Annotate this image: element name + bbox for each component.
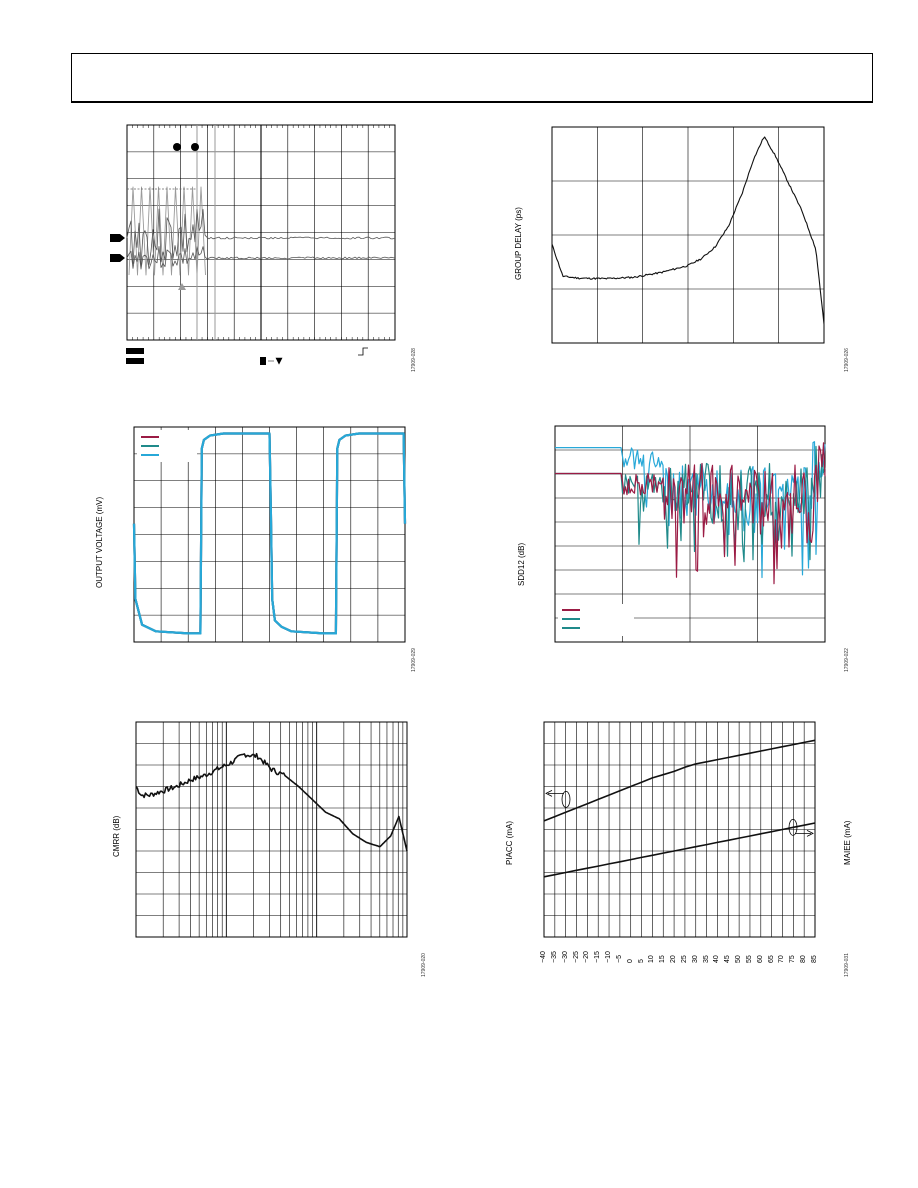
scope-timebase-arrow	[268, 357, 283, 365]
pulse-chart	[132, 426, 407, 643]
sdd12-ylabel: SDD12 (dB)	[517, 542, 526, 586]
supply-xtick-label: 50	[735, 955, 743, 963]
sdd12-chart	[554, 425, 826, 643]
supply-xtick-label: −15	[594, 951, 602, 963]
scope-chart	[110, 124, 396, 365]
supply-xtick-label: 25	[680, 955, 688, 963]
supply-xtick-label: 70	[778, 955, 786, 963]
scope-panel: 17909-028	[110, 120, 420, 380]
scope-input-burst	[128, 186, 206, 276]
cmrr-series-line	[135, 752, 408, 852]
supply-left-ylabel: PIACC (mA)	[505, 821, 514, 865]
supply-xtick-label: 80	[800, 955, 808, 963]
supply-piacc-indicator	[561, 791, 571, 808]
scope-channel-2-trace	[126, 246, 396, 270]
supply-xtick-label: 35	[702, 955, 710, 963]
supply-figure-id: 17909-031	[844, 953, 850, 977]
sdd12-series-3-line	[555, 442, 826, 585]
supply-xtick-label: 65	[767, 955, 775, 963]
group-delay-panel: GROUP DELAY (ps) 17909-026	[505, 120, 865, 380]
supply-xtick-label: 55	[745, 955, 753, 963]
group-delay-chart	[551, 126, 825, 344]
pulse-figure-id: 17909-029	[411, 648, 417, 672]
group-delay-ylabel: GROUP DELAY (ps)	[514, 207, 523, 280]
scope-ch2-ground-marker	[110, 254, 125, 262]
cmrr-panel: CMRR (dB) 17909-020	[100, 715, 430, 985]
supply-piacc-line	[543, 739, 816, 822]
supply-xtick-label: −40	[540, 951, 547, 963]
cmrr-figure-id: 17909-020	[421, 953, 427, 977]
supply-piacc-arrow	[545, 790, 564, 797]
pulse-ylabel: OUTPUT VOLTAGE (mV)	[95, 496, 104, 588]
supply-xtick-label: −30	[561, 951, 569, 963]
supply-xtick-label: 75	[789, 955, 797, 963]
group-delay-figure-id: 17909-026	[844, 348, 850, 372]
supply-panel: PIACC (mA) MAIEE (mA) −40 −35 −30 −25 −20 −15…	[500, 715, 865, 985]
page-header	[71, 53, 873, 103]
supply-xtick-label: 0	[626, 959, 634, 963]
supply-xtick-label: 85	[811, 955, 818, 963]
scope-figure-id: 17909-028	[411, 348, 417, 372]
supply-xtick-label: 60	[756, 955, 764, 963]
scope-timebase-box	[260, 357, 266, 365]
supply-xtick-label: −10	[605, 951, 613, 963]
sdd12-panel: SDD12 (dB) 17909-022	[505, 420, 865, 672]
supply-xtick-label: 10	[648, 955, 656, 963]
supply-xtick-label: −5	[615, 955, 623, 963]
scope-ch2-readout-box	[126, 358, 144, 364]
supply-xtick-label: 5	[637, 959, 645, 963]
scope-cursor-a-marker	[173, 143, 181, 151]
cmrr-chart	[135, 721, 408, 938]
scope-cursor-b-marker	[191, 143, 199, 151]
sdd12-figure-id: 17909-022	[844, 648, 850, 672]
supply-maiee-indicator	[788, 818, 798, 836]
supply-xtick-label: −25	[572, 951, 580, 963]
cmrr-ylabel: CMRR (dB)	[112, 815, 121, 857]
scope-channel-1-trace	[126, 208, 396, 267]
supply-xtick-label: −35	[550, 951, 558, 963]
scope-ch1-readout-box	[126, 348, 144, 354]
supply-xtick-label: −20	[583, 951, 591, 963]
supply-right-ylabel: MAIEE (mA)	[843, 820, 852, 865]
supply-xtick-label: 45	[724, 955, 732, 963]
supply-xtick-label: 40	[713, 955, 721, 963]
supply-xtick-label: 15	[659, 955, 667, 963]
scope-ch1-ground-marker	[110, 234, 125, 242]
pulse-panel: OUTPUT VOLTAGE (mV) 17909-029	[90, 420, 420, 672]
supply-maiee-line	[543, 822, 816, 878]
supply-xtick-label: 30	[691, 955, 699, 963]
scope-trigger-edge-icon	[358, 347, 368, 356]
supply-maiee-arrow	[795, 829, 814, 837]
pulse-series-3-line	[132, 432, 407, 635]
scope-trigger-marker	[178, 283, 186, 290]
group-delay-series-line	[551, 136, 825, 325]
supply-xtick-label: 20	[670, 955, 678, 963]
supply-chart	[543, 721, 816, 938]
